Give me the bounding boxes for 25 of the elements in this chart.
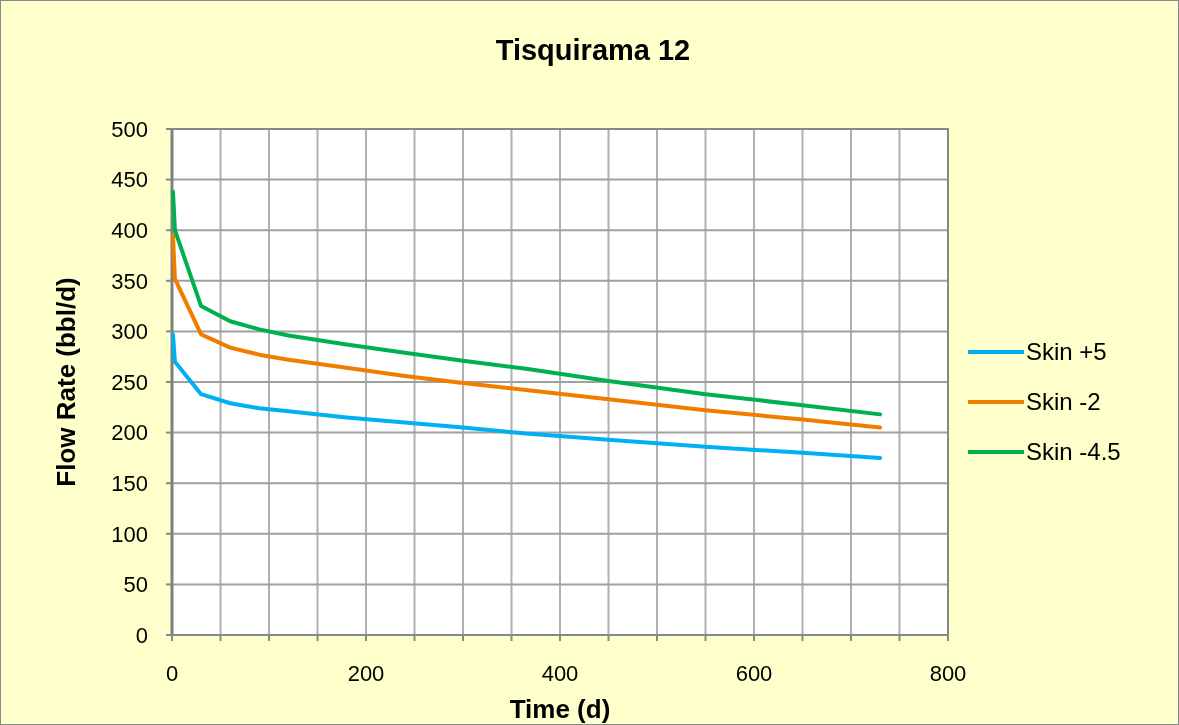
x-tick-label: 400 [541, 661, 579, 686]
y-tick-label: 350 [111, 268, 148, 294]
y-tick-label: 500 [111, 116, 148, 142]
x-tick-label: 200 [347, 661, 385, 686]
x-axis-title: Time (d) [509, 694, 611, 724]
legend-label: Skin +5 [1026, 338, 1107, 366]
y-tick-label: 150 [111, 470, 148, 496]
y-tick-label: 300 [111, 319, 148, 345]
x-tick-label: 800 [929, 661, 967, 686]
y-tick-label: 450 [111, 167, 148, 193]
line-series [170, 332, 883, 460]
legend-label: Skin -4.5 [1026, 438, 1121, 466]
chart-title: Tisquirama 12 [495, 34, 691, 66]
y-tick-label: 50 [123, 572, 148, 598]
x-tick-label: 600 [735, 661, 773, 686]
y-tick-label: 200 [111, 420, 148, 446]
y-tick-label: 400 [111, 217, 148, 243]
y-tick-label: 0 [135, 622, 148, 648]
y-tick-label: 100 [111, 521, 148, 547]
line-series [170, 233, 883, 430]
y-tick-label: 250 [111, 369, 148, 395]
line-series [170, 189, 883, 417]
legend-label: Skin -2 [1026, 388, 1101, 416]
x-tick-label: 0 [165, 661, 179, 686]
y-axis-title: Flow Rate (bbl/d) [51, 277, 81, 487]
